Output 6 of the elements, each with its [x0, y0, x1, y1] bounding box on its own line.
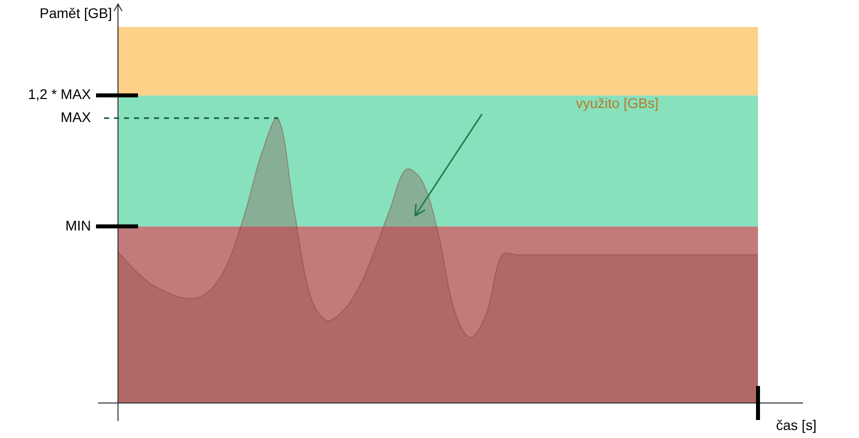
text: využito [GBs] — [576, 94, 658, 111]
x-axis-title: čas [s] — [776, 416, 816, 433]
ref-line-label: MAX — [60, 109, 92, 126]
text: Pamět [GB] — [40, 4, 112, 21]
ref-line-label: MIN — [65, 217, 91, 234]
ref-line-label: 1,2 * MAX — [28, 86, 92, 102]
